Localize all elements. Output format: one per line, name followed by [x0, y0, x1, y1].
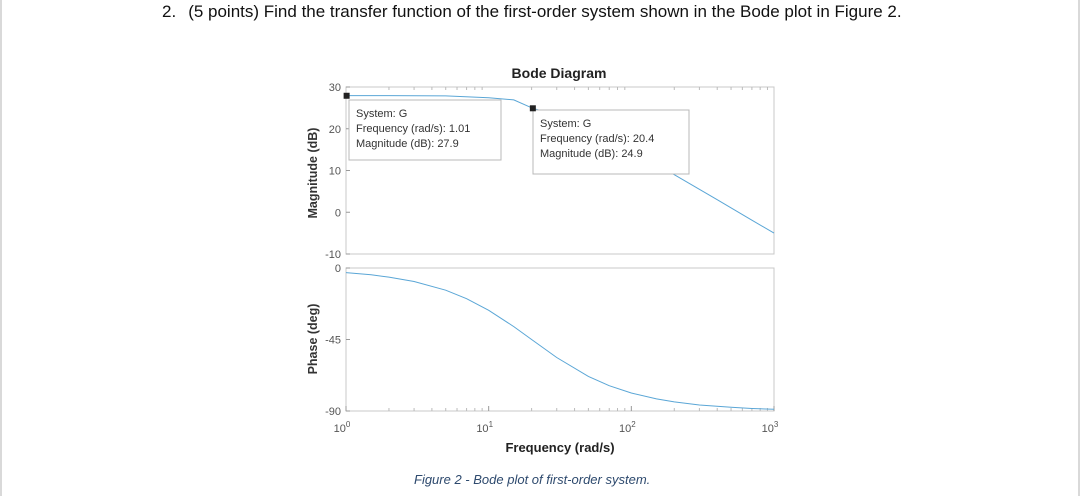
question-body: (5 points) Find the transfer function of…: [188, 2, 902, 21]
magnitude-tick-label: 10: [329, 166, 341, 178]
x-tick-label: 101: [476, 420, 493, 435]
magnitude-tick-label: 0: [335, 207, 341, 219]
x-ticks: 100 101 102 103: [334, 87, 779, 435]
datatip-frequency: Frequency (rad/s): 20.4: [540, 133, 654, 145]
phase-y-label: Phase (deg): [306, 304, 320, 375]
x-tick-label: 102: [619, 420, 636, 435]
x-tick-base: 10: [476, 423, 488, 435]
phase-axes: [345, 267, 775, 412]
x-tick-label: 100: [334, 420, 351, 435]
x-tick-base: 10: [334, 423, 346, 435]
x-tick-label: 103: [762, 420, 779, 435]
datatips: System: G Frequency (rad/s): 1.01 Magnitud…: [343, 92, 690, 175]
x-tick-exponent: 3: [774, 420, 779, 429]
datatip-box: [348, 99, 502, 161]
x-tick-base: 10: [762, 423, 774, 435]
datatip-magnitude: Magnitude (dB): 24.9: [540, 148, 643, 160]
chart-title: Bode Diagram: [512, 65, 607, 81]
x-tick-base: 10: [619, 423, 631, 435]
magnitude-tick-label: 20: [329, 124, 341, 136]
datatip-system: System: G: [356, 108, 407, 120]
phase-tick-label: 0: [335, 263, 341, 275]
magnitude-tick-label: 30: [329, 82, 341, 94]
magnitude-ticks: 30 20 10 0 -10: [325, 82, 350, 261]
datatip-magnitude: Magnitude (dB): 27.9: [356, 138, 459, 150]
x-tick-exponent: 1: [489, 420, 494, 429]
x-tick-exponent: 0: [346, 420, 351, 429]
datatip-marker: [529, 105, 536, 112]
magnitude-tick-label: -10: [325, 249, 341, 261]
magnitude-y-label: Magnitude (dB): [306, 128, 320, 219]
question-text: 2. (5 points) Find the transfer function …: [162, 2, 902, 22]
phase-tick-label: -45: [325, 335, 341, 347]
phase-series-line: [345, 272, 775, 410]
question-number: 2.: [162, 2, 177, 21]
phase-ticks: 0 -45 -90: [325, 263, 350, 418]
datatip-system: System: G: [540, 118, 591, 130]
phase-tick-label: -90: [325, 406, 341, 418]
datatip-marker: [343, 92, 350, 99]
datatip-frequency: Frequency (rad/s): 1.01: [356, 123, 470, 135]
figure-caption: Figure 2 - Bode plot of first-order syst…: [414, 472, 651, 487]
x-axis-label: Frequency (rad/s): [505, 440, 614, 455]
x-tick-exponent: 2: [631, 420, 636, 429]
datatip-box: [532, 109, 690, 175]
